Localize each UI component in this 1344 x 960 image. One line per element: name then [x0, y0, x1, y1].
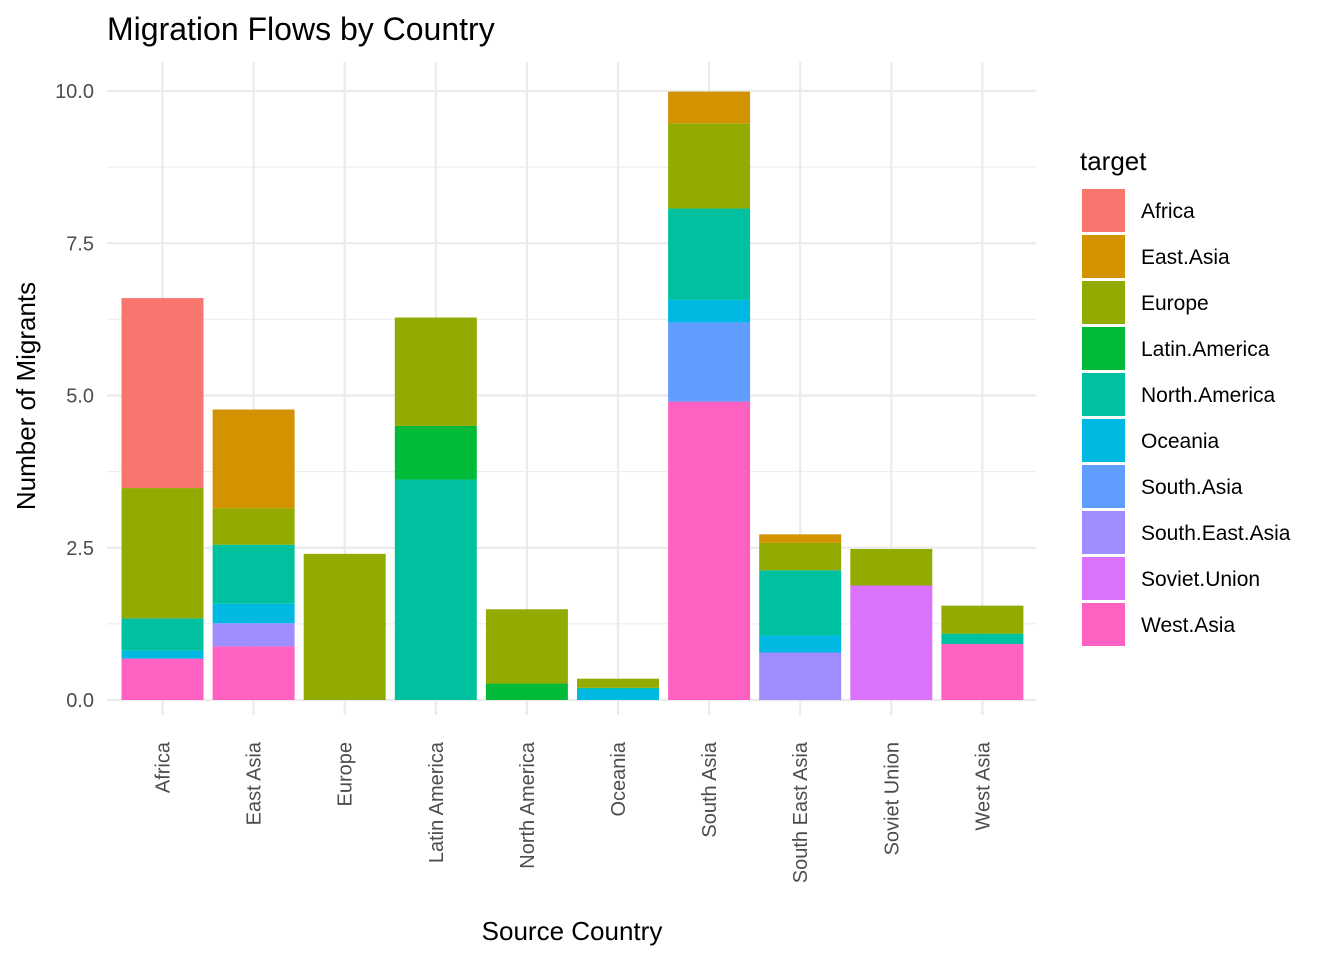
legend-label: Europe: [1141, 292, 1209, 315]
bar-segment: [668, 322, 751, 402]
x-tick-label: Soviet Union: [881, 742, 903, 855]
y-axis-title: Number of Migrants: [11, 282, 41, 510]
x-axis-title: Source Country: [482, 916, 663, 946]
bar-segment: [121, 298, 204, 489]
legend-swatch: [1082, 603, 1125, 646]
bar-segment: [759, 542, 842, 571]
bar-segment: [121, 658, 204, 700]
y-tick-label: 10.0: [55, 81, 94, 103]
legend-swatch: [1082, 419, 1125, 462]
bar-segment: [212, 603, 295, 624]
bar-segment: [941, 643, 1024, 700]
bar-segment: [759, 534, 842, 543]
bar-segment: [668, 208, 751, 300]
bar-segment: [668, 91, 751, 124]
y-tick-label: 5.0: [66, 386, 94, 408]
legend-swatch: [1082, 511, 1125, 554]
bar-segment: [577, 678, 659, 688]
x-tick-label: South Asia: [699, 741, 721, 838]
x-tick-label: West Asia: [972, 741, 994, 830]
legend: target Africa East.Asia Europe Latin.Americ…: [1080, 146, 1291, 646]
legend-label: East.Asia: [1141, 246, 1230, 269]
legend-label: Africa: [1141, 200, 1195, 223]
bar-segment: [394, 425, 477, 480]
bars: [121, 91, 1024, 700]
bar-segment: [485, 683, 568, 700]
x-tick-label: Latin America: [426, 741, 448, 863]
x-tick-label: North America: [517, 741, 539, 869]
bar-segment: [850, 585, 933, 700]
legend-swatch: [1082, 327, 1125, 370]
bar-segment: [759, 652, 842, 700]
bar-segment: [577, 689, 659, 700]
legend-label: Oceania: [1141, 430, 1220, 453]
x-axis-ticks: Africa East Asia Europe Latin America North …: [153, 741, 995, 883]
bar-segment: [394, 317, 477, 426]
bar-segment: [394, 479, 477, 700]
bar-segment: [212, 409, 295, 509]
x-tick-label: East Asia: [244, 741, 266, 825]
legend-swatch: [1082, 465, 1125, 508]
legend-label: North.America: [1141, 384, 1276, 407]
x-tick-label: Europe: [335, 742, 357, 807]
y-tick-label: 2.5: [66, 538, 94, 560]
legend-swatch: [1082, 557, 1125, 600]
legend-label: South.East.Asia: [1141, 522, 1291, 545]
x-tick-label: South East Asia: [790, 741, 812, 883]
bar-segment: [759, 570, 842, 636]
y-tick-label: 0.0: [66, 690, 94, 712]
bar-segment: [212, 508, 295, 545]
legend-label: West.Asia: [1141, 614, 1235, 637]
bar-segment: [212, 623, 295, 647]
bar-segment: [212, 646, 295, 700]
bar-segment: [941, 605, 1024, 634]
legend-swatch: [1082, 281, 1125, 324]
bar-segment: [121, 650, 204, 659]
x-tick-label: Africa: [153, 741, 175, 793]
y-tick-label: 7.5: [66, 233, 94, 255]
legend-label: South.Asia: [1141, 476, 1243, 499]
bar-segment: [212, 544, 295, 604]
bar-segment: [121, 618, 204, 651]
bar-segment: [941, 633, 1024, 644]
bar-segment: [759, 635, 842, 653]
bar-segment: [121, 488, 204, 619]
legend-swatch: [1082, 235, 1125, 278]
bar-segment: [668, 401, 751, 700]
bar-segment: [485, 609, 568, 684]
chart-title: Migration Flows by Country: [107, 11, 495, 47]
bar-segment: [668, 123, 751, 209]
x-tick-label: Oceania: [608, 741, 630, 816]
bar-segment: [303, 553, 386, 700]
legend-label: Soviet.Union: [1141, 568, 1260, 591]
legend-swatch: [1082, 189, 1125, 232]
bar-segment: [668, 299, 751, 323]
bar-segment: [577, 687, 659, 690]
legend-title: target: [1080, 146, 1147, 176]
legend-swatch: [1082, 373, 1125, 416]
bar-segment: [850, 548, 933, 586]
y-axis-ticks: 0.0 2.5 5.0 7.5 10.0: [55, 81, 94, 712]
legend-label: Latin.America: [1141, 338, 1270, 361]
